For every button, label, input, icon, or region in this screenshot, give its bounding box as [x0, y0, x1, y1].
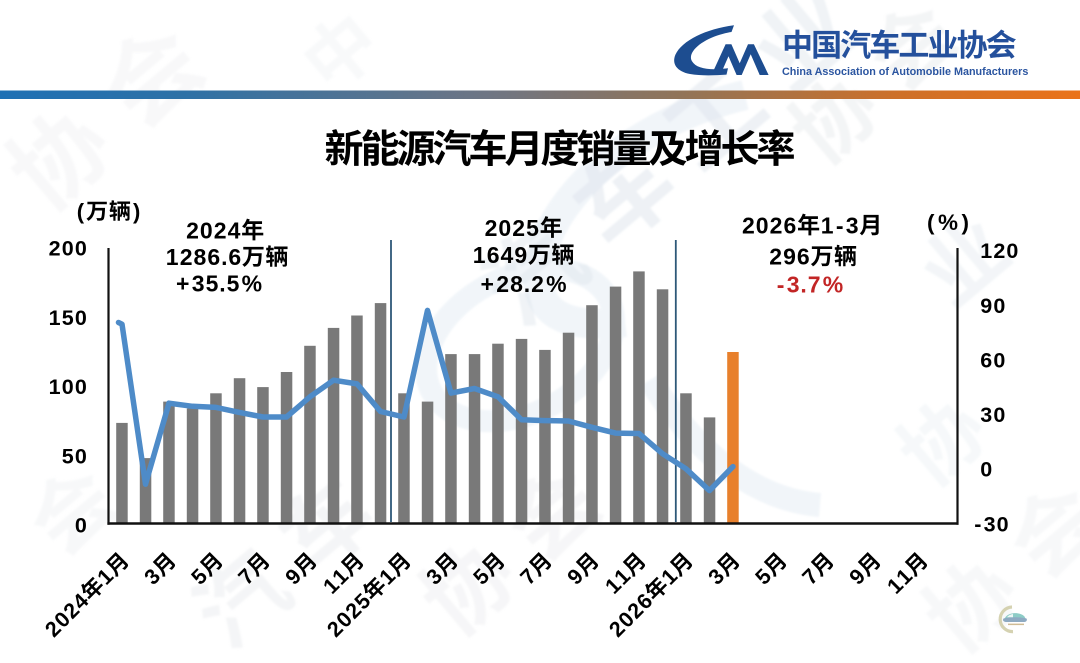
svg-text:1: 1 — [49, 375, 61, 399]
svg-text:9: 9 — [514, 242, 527, 268]
svg-text:+: + — [176, 270, 189, 296]
svg-text:0: 0 — [200, 217, 213, 243]
svg-text:2: 2 — [485, 215, 498, 241]
svg-text:8: 8 — [194, 244, 207, 270]
svg-text:5: 5 — [62, 306, 74, 330]
svg-text:0: 0 — [498, 215, 511, 241]
svg-text:China Association of Automobil: China Association of Automobile Manufact… — [782, 66, 1028, 78]
svg-text:9: 9 — [980, 294, 992, 318]
svg-text:5: 5 — [526, 215, 539, 241]
svg-text:6: 6 — [207, 244, 220, 270]
svg-text:-: - — [974, 512, 981, 536]
svg-text:+: + — [480, 271, 493, 297]
svg-text:1: 1 — [473, 242, 486, 268]
svg-text:(: ( — [77, 199, 85, 224]
svg-text:-: - — [836, 212, 844, 238]
svg-text:2: 2 — [512, 215, 525, 241]
svg-text:2: 2 — [186, 217, 199, 243]
svg-text:.: . — [221, 244, 227, 270]
svg-text:3: 3 — [787, 271, 800, 297]
svg-text:): ) — [962, 210, 970, 235]
svg-text:.: . — [219, 270, 225, 296]
svg-text:2: 2 — [993, 239, 1005, 263]
svg-text:3: 3 — [846, 212, 859, 238]
svg-text:1: 1 — [166, 244, 179, 270]
svg-text:0: 0 — [980, 458, 992, 482]
svg-text:(: ( — [927, 210, 935, 235]
svg-text:0: 0 — [75, 306, 87, 330]
svg-text:0: 0 — [62, 375, 74, 399]
svg-text:6: 6 — [784, 212, 797, 238]
svg-text:0: 0 — [993, 294, 1005, 318]
svg-text:%: % — [242, 270, 262, 296]
svg-text:3: 3 — [980, 403, 992, 427]
svg-text:3: 3 — [192, 270, 205, 296]
svg-text:2: 2 — [49, 237, 61, 261]
svg-text:4: 4 — [501, 242, 514, 268]
svg-text:2: 2 — [742, 212, 755, 238]
svg-text:0: 0 — [62, 237, 74, 261]
svg-text:8: 8 — [510, 271, 523, 297]
svg-text:0: 0 — [1006, 239, 1018, 263]
svg-text:5: 5 — [62, 445, 74, 469]
svg-text:2: 2 — [214, 217, 227, 243]
svg-text:6: 6 — [228, 244, 241, 270]
svg-text:0: 0 — [75, 514, 87, 538]
svg-text:6: 6 — [797, 243, 810, 269]
svg-text:3: 3 — [984, 512, 996, 536]
svg-text:.: . — [800, 271, 806, 297]
svg-text:6: 6 — [980, 349, 992, 373]
svg-text:%: % — [938, 210, 958, 235]
svg-text:0: 0 — [997, 512, 1009, 536]
svg-text:2: 2 — [531, 271, 544, 297]
svg-text:.: . — [524, 271, 530, 297]
svg-text:): ) — [133, 199, 140, 224]
svg-text:1: 1 — [49, 306, 61, 330]
svg-text:0: 0 — [993, 403, 1005, 427]
svg-text:5: 5 — [206, 270, 219, 296]
svg-text:2: 2 — [180, 244, 193, 270]
svg-text:5: 5 — [227, 270, 240, 296]
svg-text:2: 2 — [496, 271, 509, 297]
svg-text:-: - — [777, 271, 785, 297]
svg-text:0: 0 — [993, 349, 1005, 373]
svg-text:2: 2 — [769, 243, 782, 269]
svg-text:4: 4 — [228, 217, 241, 243]
svg-text:0: 0 — [75, 375, 87, 399]
svg-text:%: % — [546, 271, 566, 297]
svg-text:0: 0 — [756, 212, 769, 238]
svg-text:7: 7 — [808, 271, 821, 297]
svg-text:9: 9 — [783, 243, 796, 269]
svg-text:%: % — [823, 271, 843, 297]
svg-text:0: 0 — [75, 445, 87, 469]
svg-text:6: 6 — [487, 242, 500, 268]
svg-text:0: 0 — [75, 237, 87, 261]
svg-text:1: 1 — [821, 212, 834, 238]
svg-text:2: 2 — [770, 212, 783, 238]
svg-text:1: 1 — [980, 239, 992, 263]
